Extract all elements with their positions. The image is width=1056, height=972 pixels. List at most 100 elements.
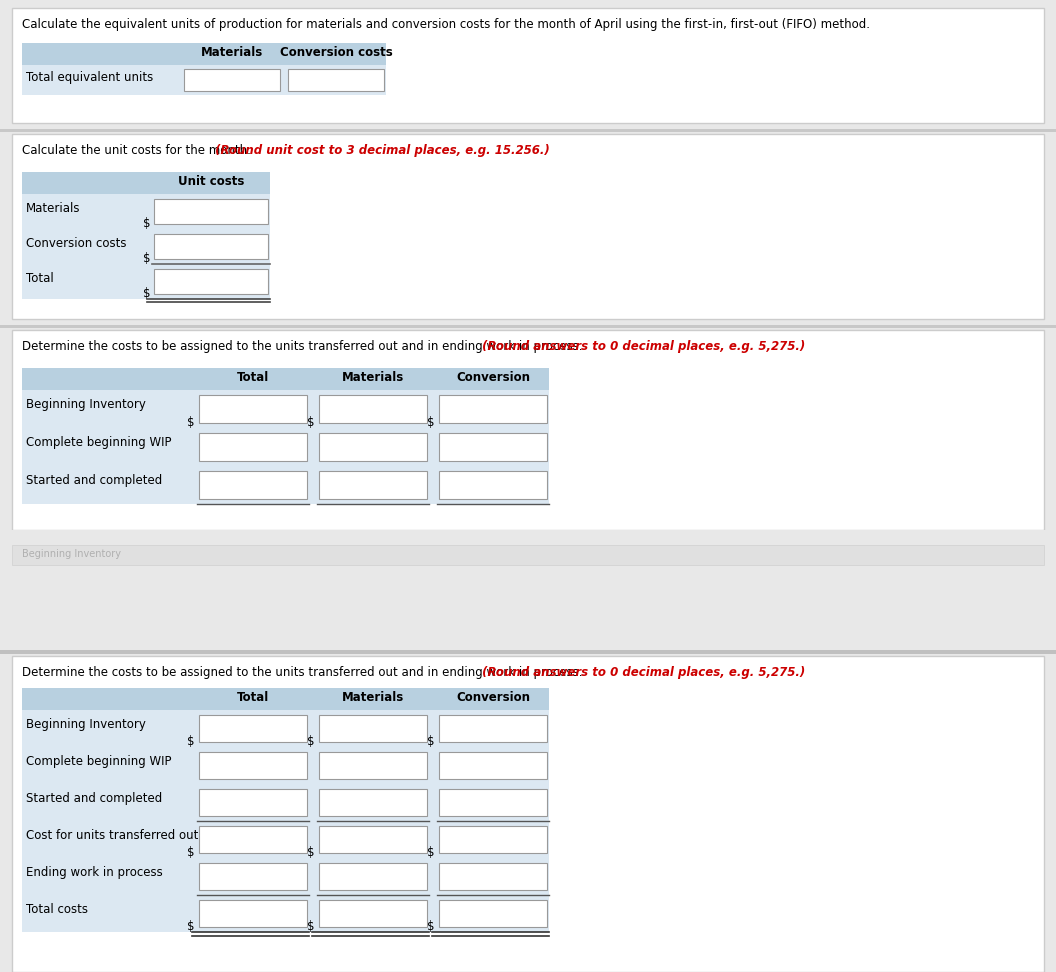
Text: $: $ bbox=[428, 735, 435, 748]
Bar bbox=[0, 650, 1056, 654]
Text: Determine the costs to be assigned to the units transferred out and in ending wo: Determine the costs to be assigned to th… bbox=[22, 340, 583, 353]
Text: Started and completed: Started and completed bbox=[26, 474, 163, 487]
Text: Total: Total bbox=[26, 272, 54, 285]
Text: Cost for units transferred out: Cost for units transferred out bbox=[26, 829, 199, 842]
Bar bbox=[319, 395, 427, 423]
Text: $: $ bbox=[428, 416, 435, 429]
Bar bbox=[22, 895, 549, 932]
Bar bbox=[154, 199, 268, 224]
Text: Materials: Materials bbox=[201, 46, 263, 59]
Bar bbox=[319, 826, 427, 853]
Bar bbox=[319, 863, 427, 890]
Bar bbox=[0, 530, 1056, 672]
Text: Calculate the equivalent units of production for materials and conversion costs : Calculate the equivalent units of produc… bbox=[22, 18, 870, 31]
Bar bbox=[22, 368, 549, 390]
Bar bbox=[22, 65, 386, 95]
Bar bbox=[0, 129, 1056, 132]
Text: Complete beginning WIP: Complete beginning WIP bbox=[26, 755, 171, 768]
Text: Beginning Inventory: Beginning Inventory bbox=[26, 718, 146, 731]
Text: Total costs: Total costs bbox=[26, 903, 88, 916]
Text: Complete beginning WIP: Complete beginning WIP bbox=[26, 436, 171, 449]
Bar bbox=[12, 656, 1044, 972]
Text: (Round answers to 0 decimal places, e.g. 5,275.): (Round answers to 0 decimal places, e.g.… bbox=[478, 340, 805, 353]
Bar bbox=[439, 395, 547, 423]
Bar bbox=[22, 264, 270, 299]
Bar bbox=[439, 752, 547, 779]
Text: Total: Total bbox=[237, 691, 269, 704]
Text: Unit costs: Unit costs bbox=[177, 175, 244, 188]
Bar bbox=[439, 471, 547, 499]
Bar bbox=[439, 863, 547, 890]
Text: Conversion: Conversion bbox=[456, 371, 530, 384]
Text: $: $ bbox=[428, 920, 435, 933]
Text: $: $ bbox=[143, 217, 150, 230]
Text: Materials: Materials bbox=[342, 691, 404, 704]
Text: $: $ bbox=[307, 416, 315, 429]
Bar bbox=[184, 69, 280, 91]
Text: $: $ bbox=[188, 735, 195, 748]
Text: Materials: Materials bbox=[342, 371, 404, 384]
Bar bbox=[22, 688, 549, 710]
Text: Started and completed: Started and completed bbox=[26, 792, 163, 805]
Bar bbox=[22, 43, 386, 65]
Text: $: $ bbox=[188, 416, 195, 429]
Bar bbox=[199, 789, 307, 816]
Bar bbox=[199, 395, 307, 423]
Text: Conversion costs: Conversion costs bbox=[280, 46, 393, 59]
Text: Calculate the unit costs for the month.: Calculate the unit costs for the month. bbox=[22, 144, 251, 157]
Text: $: $ bbox=[307, 920, 315, 933]
Bar bbox=[288, 69, 384, 91]
Bar bbox=[12, 330, 1044, 530]
Text: (Round unit cost to 3 decimal places, e.g. 15.256.): (Round unit cost to 3 decimal places, e.… bbox=[211, 144, 550, 157]
Text: Total equivalent units: Total equivalent units bbox=[26, 71, 153, 84]
Bar bbox=[22, 821, 549, 858]
Bar bbox=[319, 471, 427, 499]
Text: $: $ bbox=[307, 846, 315, 859]
Bar bbox=[199, 752, 307, 779]
Text: $: $ bbox=[188, 920, 195, 933]
Bar bbox=[154, 269, 268, 294]
Bar bbox=[22, 747, 549, 784]
Bar bbox=[12, 545, 1044, 565]
Bar bbox=[439, 789, 547, 816]
Bar bbox=[199, 826, 307, 853]
Bar bbox=[439, 826, 547, 853]
Bar bbox=[439, 900, 547, 927]
Bar bbox=[439, 433, 547, 461]
Bar bbox=[12, 8, 1044, 123]
Bar bbox=[22, 784, 549, 821]
Text: Beginning Inventory: Beginning Inventory bbox=[22, 549, 121, 559]
Bar bbox=[199, 433, 307, 461]
Bar bbox=[22, 710, 549, 747]
Bar bbox=[199, 863, 307, 890]
Bar bbox=[22, 172, 270, 194]
Bar bbox=[154, 234, 268, 259]
Text: Determine the costs to be assigned to the units transferred out and in ending wo: Determine the costs to be assigned to th… bbox=[22, 666, 583, 679]
Text: $: $ bbox=[143, 287, 150, 300]
Text: $: $ bbox=[428, 846, 435, 859]
Text: Materials: Materials bbox=[26, 202, 80, 215]
Bar bbox=[22, 466, 549, 504]
Bar bbox=[22, 194, 270, 229]
Text: Total: Total bbox=[237, 371, 269, 384]
Text: Ending work in process: Ending work in process bbox=[26, 866, 163, 879]
Bar bbox=[12, 134, 1044, 319]
Bar bbox=[319, 789, 427, 816]
Bar bbox=[319, 752, 427, 779]
Text: $: $ bbox=[307, 735, 315, 748]
Bar bbox=[319, 715, 427, 742]
Bar bbox=[22, 428, 549, 466]
Bar bbox=[22, 229, 270, 264]
Text: (Round answers to 0 decimal places, e.g. 5,275.): (Round answers to 0 decimal places, e.g.… bbox=[478, 666, 805, 679]
Text: Conversion costs: Conversion costs bbox=[26, 237, 127, 250]
Bar bbox=[319, 433, 427, 461]
Bar bbox=[22, 858, 549, 895]
Bar bbox=[319, 900, 427, 927]
Bar bbox=[439, 715, 547, 742]
Bar bbox=[0, 325, 1056, 328]
Text: Beginning Inventory: Beginning Inventory bbox=[26, 398, 146, 411]
Bar bbox=[199, 900, 307, 927]
Text: $: $ bbox=[188, 846, 195, 859]
Text: $: $ bbox=[143, 252, 150, 265]
Bar bbox=[199, 715, 307, 742]
